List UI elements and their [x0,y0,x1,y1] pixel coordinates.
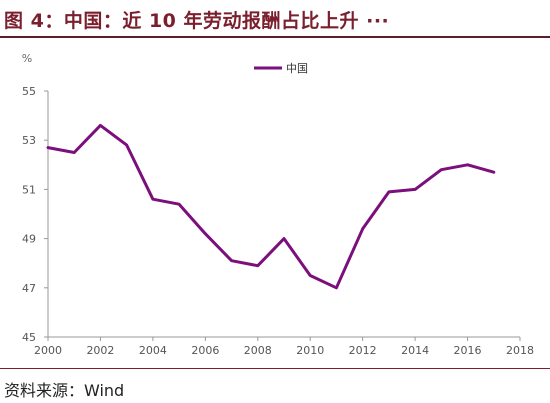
data-point [125,143,128,147]
title-bar: 图 4：中国：近 10 年劳动报酬占比上升 ··· [0,0,550,38]
figure-title: 图 4：中国：近 10 年劳动报酬占比上升 ··· [4,10,390,32]
source-note: 资料来源：Wind [4,381,125,400]
x-tick-label: 2014 [401,344,429,357]
data-point [282,237,286,240]
data-point [46,146,50,149]
chart-area: % 中国 45 47 49 51 53 55 2000 2002 2004 2006 2008 20… [0,38,550,368]
x-tick-label: 2002 [86,344,114,357]
data-point [73,151,76,154]
data-point [492,170,495,174]
data-point [99,124,102,127]
y-tick-label: 51 [22,183,36,196]
data-point [440,168,443,171]
y-axis: 45 47 49 51 53 55 [22,85,49,344]
y-tick-label: 53 [22,134,36,147]
data-point [466,163,469,166]
x-axis: 2000 2002 2004 2006 2008 2010 2012 2014 2016 2018 [34,336,534,357]
data-point [309,274,312,277]
x-tick-label: 2012 [349,344,377,357]
data-point [230,259,233,262]
data-point [177,202,181,206]
legend: 中国 [254,62,308,75]
y-tick-label: 55 [22,85,36,98]
y-axis-unit: % [22,52,32,65]
x-tick-label: 2016 [454,344,482,357]
data-point [361,227,364,230]
x-tick-label: 2018 [506,344,534,357]
y-tick-label: 45 [22,331,36,344]
source-bar: 资料来源：Wind [0,368,550,403]
series-layer [46,123,496,290]
data-point [151,198,155,201]
x-tick-label: 2000 [34,344,62,357]
data-point [256,264,259,267]
data-point [387,190,391,194]
x-tick-label: 2008 [244,344,272,357]
data-point [335,286,338,289]
y-tick-label: 47 [22,282,36,295]
y-tick-label: 49 [22,233,36,246]
x-tick-label: 2010 [296,344,324,357]
data-point [413,188,417,191]
data-point [204,232,207,235]
series-line [46,123,496,290]
legend-label: 中国 [286,62,308,75]
x-tick-label: 2006 [191,344,219,357]
x-tick-label: 2004 [139,344,167,357]
